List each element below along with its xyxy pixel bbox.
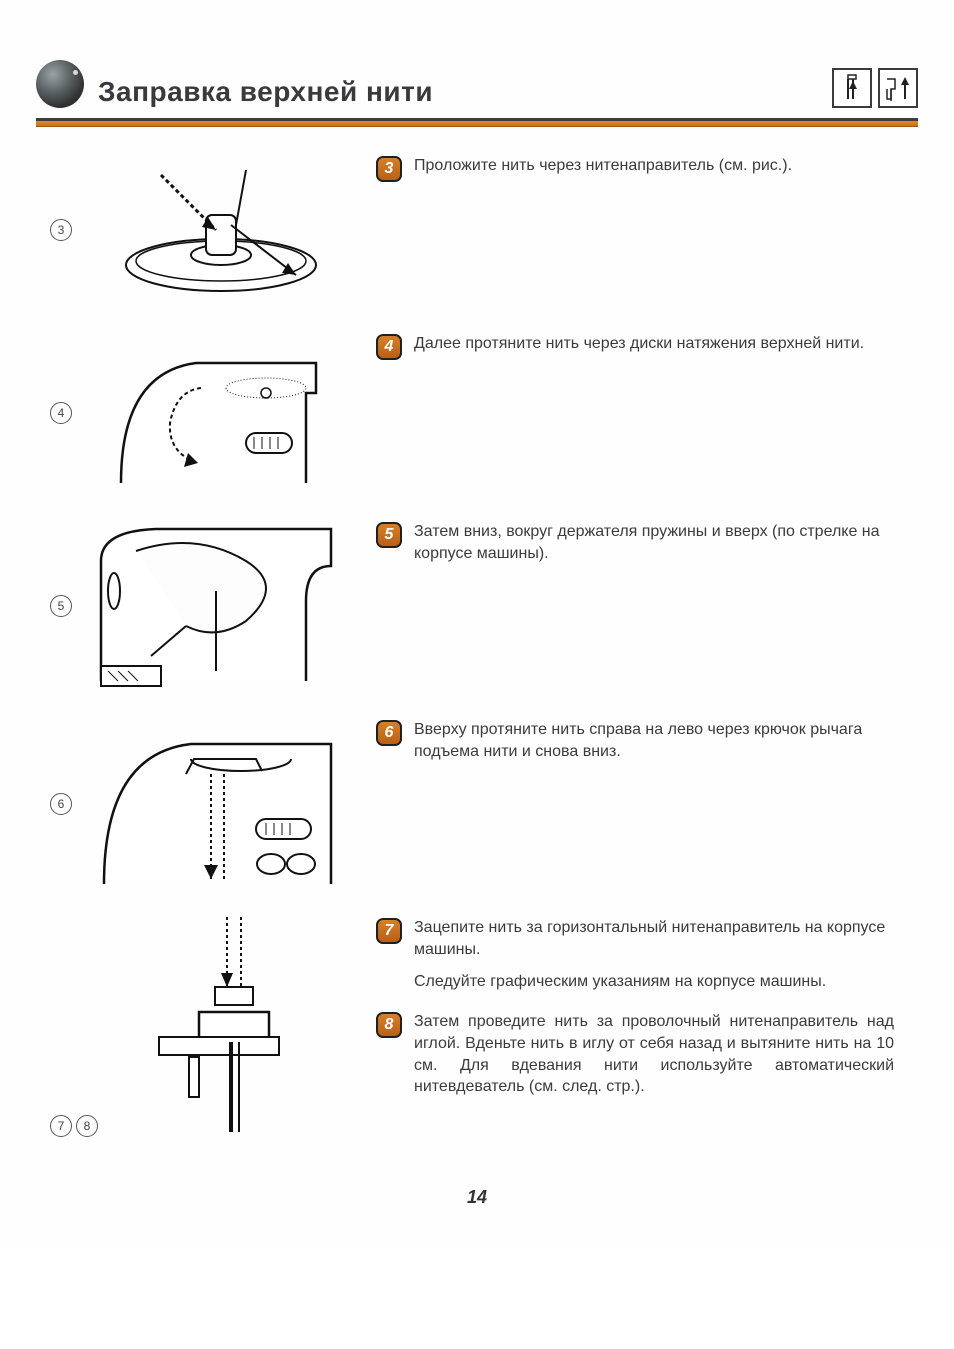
figure-number-badge: 4 <box>50 402 72 424</box>
figure-number: 8 <box>76 1115 98 1137</box>
figure-number: 6 <box>50 793 72 815</box>
illustration-thread-guide <box>82 155 350 305</box>
header-icon-group <box>832 68 918 108</box>
step-text: Затем вниз, вокруг держателя пружины и в… <box>414 521 894 564</box>
step-row: 4 <box>50 333 894 493</box>
page-title: Заправка верхней нити <box>98 76 818 108</box>
figure-number-badge: 6 <box>50 793 72 815</box>
step-number-badge: 8 <box>376 1012 402 1038</box>
figure-number: 3 <box>50 219 72 241</box>
figure-number: 7 <box>50 1115 72 1137</box>
step-text: Далее протяните нить через диски натяжен… <box>414 333 864 355</box>
illustration-tension-discs <box>82 333 350 493</box>
step: 7 Зацепите нить за горизонтальный нитена… <box>376 917 894 960</box>
illustration-spring-holder <box>82 521 350 691</box>
step-subtext: Следуйте графическим указаниям на корпус… <box>414 970 894 993</box>
illustration-take-up-lever <box>82 719 350 889</box>
step: 5 Затем вниз, вокруг держателя пружины и… <box>376 521 894 564</box>
needle-up-icon <box>878 68 918 108</box>
header-knob-icon <box>36 60 84 108</box>
step: 8 Затем проведите нить за проволочный ни… <box>376 1011 894 1097</box>
step-number-badge: 5 <box>376 522 402 548</box>
step-row: 6 <box>50 719 894 889</box>
page-number: 14 <box>0 1167 954 1248</box>
step: 4 Далее протяните нить через диски натяж… <box>376 333 894 360</box>
figure-number-badge: 3 <box>50 219 72 241</box>
step-row: 7 8 <box>50 917 894 1137</box>
step-row: 5 5 Затем вниз, в <box>50 521 894 691</box>
step: 3 Проложите нить через нитенаправитель (… <box>376 155 894 182</box>
step-row: 3 <box>50 155 894 305</box>
step-text: Вверху протяните нить справа на лево чер… <box>414 719 894 762</box>
step-text: Затем проведите нить за проволочный ните… <box>414 1011 894 1097</box>
step-text: Проложите нить через нитенаправитель (см… <box>414 155 792 177</box>
header: Заправка верхней нити <box>0 0 954 114</box>
step-number-badge: 6 <box>376 720 402 746</box>
figure-number-badge: 7 8 <box>50 1115 98 1137</box>
content: 3 <box>0 127 954 1167</box>
presser-foot-up-icon <box>832 68 872 108</box>
step-text: Зацепите нить за горизонтальный нитенапр… <box>414 917 894 960</box>
step-number-badge: 7 <box>376 918 402 944</box>
step: 6 Вверху протяните нить справа на лево ч… <box>376 719 894 762</box>
figure-number-badge: 5 <box>50 595 72 617</box>
figure-number: 4 <box>50 402 72 424</box>
illustration-needle-threading <box>108 917 350 1137</box>
step-number-badge: 3 <box>376 156 402 182</box>
figure-number: 5 <box>50 595 72 617</box>
step-number-badge: 4 <box>376 334 402 360</box>
